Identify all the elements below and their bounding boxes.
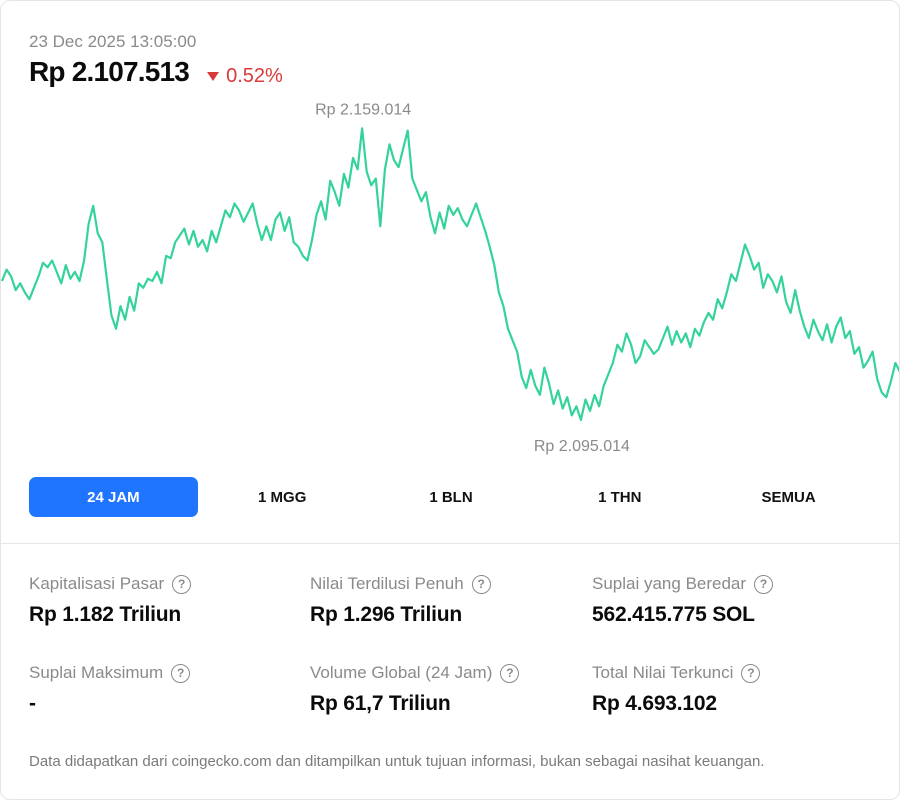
stat-value: 562.415.775 SOL (592, 603, 755, 626)
stat-circulating-supply: Suplai yang Beredar ? 562.415.775 SOL (592, 574, 872, 627)
stat-label: Kapitalisasi Pasar (29, 574, 165, 593)
current-price: Rp 2.107.513 (29, 56, 190, 87)
stat-market-cap: Kapitalisasi Pasar ? Rp 1.182 Triliun (29, 574, 309, 627)
question-circle-icon[interactable]: ? (471, 574, 491, 594)
stat-fully-diluted-value: Nilai Terdilusi Penuh ? Rp 1.296 Triliun (310, 574, 590, 627)
stat-label: Total Nilai Terkunci (592, 663, 734, 682)
tab-1-bln[interactable]: 1 BLN (429, 488, 473, 506)
stat-global-volume: Volume Global (24 Jam) ? Rp 61,7 Triliun (310, 663, 590, 716)
price-chart[interactable]: Rp 2.159.014 Rp 2.095.014 (1, 101, 900, 461)
stat-value: Rp 61,7 Triliun (310, 692, 451, 715)
stat-value: Rp 1.182 Triliun (29, 603, 182, 626)
triangle-down-icon (207, 72, 220, 81)
stat-value: Rp 4.693.102 (592, 692, 717, 715)
question-circle-icon[interactable]: ? (500, 663, 520, 683)
tab-1-mgg[interactable]: 1 MGG (258, 488, 307, 506)
disclaimer: Data didapatkan dari coingecko.com dan d… (29, 753, 765, 770)
question-circle-icon[interactable]: ? (741, 663, 761, 683)
question-circle-icon[interactable]: ? (171, 663, 191, 683)
time-range-tabs: 24 JAM 1 MGG 1 BLN 1 THN SEMUA (29, 477, 873, 517)
tab-1-thn[interactable]: 1 THN (598, 488, 642, 506)
stat-label: Nilai Terdilusi Penuh (310, 574, 464, 593)
price-chart-svg[interactable]: Rp 2.159.014 Rp 2.095.014 (1, 101, 900, 461)
stat-max-supply: Suplai Maksimum ? - (29, 663, 309, 716)
high-price-label: Rp 2.159.014 (315, 101, 411, 118)
stat-label: Volume Global (24 Jam) (310, 663, 493, 682)
tab-24-jam[interactable]: 24 JAM (29, 477, 198, 517)
stat-value: - (29, 692, 36, 715)
tab-semua[interactable]: SEMUA (761, 488, 816, 506)
stat-total-value-locked: Total Nilai Terkunci ? Rp 4.693.102 (592, 663, 872, 716)
price-line (1, 127, 899, 421)
timestamp: 23 Dec 2025 13:05:00 (29, 32, 197, 51)
question-circle-icon[interactable]: ? (754, 574, 774, 594)
price-change: 0.52% (207, 65, 283, 88)
question-circle-icon[interactable]: ? (172, 574, 192, 594)
price-change-value: 0.52% (226, 65, 283, 87)
divider (1, 543, 899, 544)
price-row: Rp 2.107.513 0.52% (29, 56, 283, 88)
stat-value: Rp 1.296 Triliun (310, 603, 463, 626)
stat-label: Suplai Maksimum (29, 663, 164, 682)
low-price-label: Rp 2.095.014 (534, 438, 630, 455)
stat-label: Suplai yang Beredar (592, 574, 747, 593)
